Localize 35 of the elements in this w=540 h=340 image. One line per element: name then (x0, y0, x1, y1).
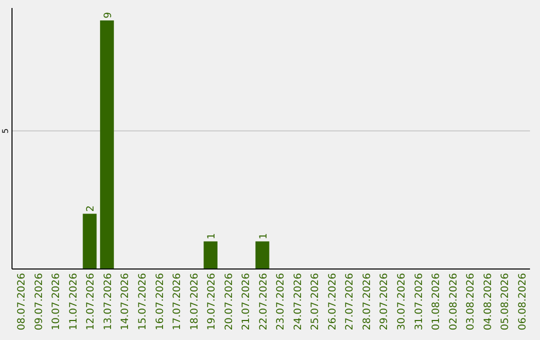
x-tick-label: 09.07.2026 (34, 273, 45, 330)
x-tick-label: 27.07.2026 (344, 273, 356, 330)
x-tick-label: 05.08.2026 (500, 273, 512, 330)
x-tick-label: 01.08.2026 (431, 273, 442, 330)
x-tick-label: 02.08.2026 (448, 273, 460, 330)
x-tick-label: 13.07.2026 (102, 273, 114, 330)
x-tick-label: 14.07.2026 (120, 273, 132, 330)
x-tick-label: 04.08.2026 (482, 273, 494, 330)
x-tick-label: 25.07.2026 (310, 273, 322, 330)
x-tick-label: 26.07.2026 (327, 273, 338, 330)
data-label: 9 (102, 12, 114, 18)
x-tick-label: 23.07.2026 (276, 273, 287, 330)
data-label: 1 (258, 233, 270, 240)
data-label: 2 (86, 205, 97, 212)
x-tick-label: 30.07.2026 (396, 273, 408, 330)
y-tick-label: 5 (1, 128, 10, 134)
x-tick-label: 31.07.2026 (414, 273, 425, 330)
x-tick-label: 15.07.2026 (138, 273, 148, 330)
x-tick-label: 06.08.2026 (517, 273, 528, 330)
data-label: 1 (206, 233, 218, 240)
x-tick-label: 29.07.2026 (379, 273, 390, 330)
x-tick-label: 22.07.2026 (258, 273, 270, 330)
x-tick-label: 11.07.2026 (68, 273, 80, 330)
x-tick-label: 16.07.2026 (154, 273, 166, 330)
x-tick-label: 18.07.2026 (189, 273, 200, 330)
x-tick-label: 10.07.2026 (51, 273, 62, 330)
x-tick-label: 12.07.2026 (86, 273, 97, 330)
x-tick-label: 28.07.2026 (362, 273, 373, 330)
x-tick-label: 19.07.2026 (206, 273, 218, 330)
x-tick-label: 24.07.2026 (292, 273, 304, 330)
x-tick-label: 17.07.2026 (172, 273, 184, 330)
x-tick-label: 03.08.2026 (466, 273, 477, 330)
x-tick-label: 08.07.2026 (16, 273, 28, 330)
x-tick-label: 21.07.2026 (241, 273, 252, 330)
x-tick-label: 20.07.2026 (224, 273, 235, 330)
